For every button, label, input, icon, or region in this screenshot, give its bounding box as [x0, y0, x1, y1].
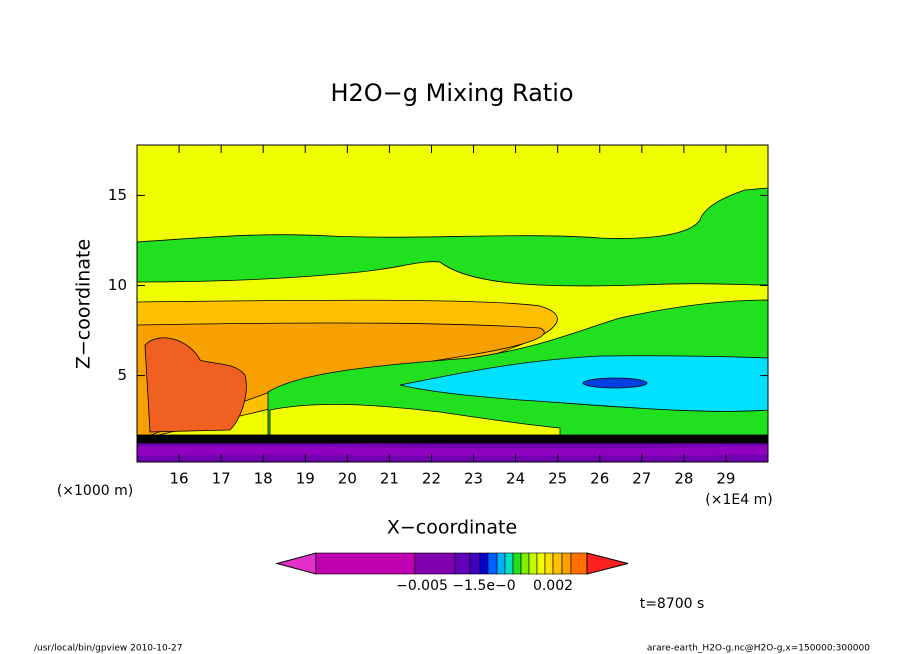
x-tick-label: 18	[254, 470, 273, 488]
y-unit: (×1000 m)	[57, 483, 133, 499]
x-tick-label: 24	[506, 470, 525, 488]
colorbar-swatch	[512, 552, 522, 575]
colorbar-swatch	[469, 552, 481, 575]
x-unit: (×1E4 m)	[705, 492, 772, 508]
colorbar-label: 0.002	[533, 578, 573, 594]
x-tick-label: 16	[170, 470, 189, 488]
x-tick-label: 26	[590, 470, 609, 488]
x-tick-label: 17	[212, 470, 231, 488]
x-tick-label: 29	[716, 470, 735, 488]
colorbar-swatch	[561, 552, 572, 575]
colorbar-label: −0.005	[396, 578, 448, 594]
colorbar-arrow	[586, 552, 629, 575]
x-tick-label: 27	[632, 470, 651, 488]
contour-field	[137, 145, 768, 462]
colorbar-swatch	[552, 552, 563, 575]
x-tick-label: 22	[422, 470, 441, 488]
x-tick-label: 25	[548, 470, 567, 488]
colorbar-swatch	[544, 552, 554, 575]
colorbar-swatch	[536, 552, 546, 575]
y-tick-label: 15	[108, 186, 127, 204]
x-tick-label: 21	[380, 470, 399, 488]
colorbar-swatch	[520, 552, 530, 575]
footer-right: arare-earth_H2O-g.nc@H2O-g,x=150000:3000…	[647, 644, 870, 654]
chart-title: H2O−g Mixing Ratio	[330, 79, 573, 107]
colorbar-swatch	[570, 552, 588, 575]
colorbar-swatch	[504, 552, 514, 575]
colorbar-swatch	[487, 552, 498, 575]
x-tick-label: 28	[674, 470, 693, 488]
time-label: t=8700 s	[640, 596, 705, 612]
plot-frame	[136, 144, 769, 463]
y-tick-label: 5	[117, 366, 127, 384]
x-axis-label: X−coordinate	[387, 517, 517, 539]
x-tick-label: 23	[464, 470, 483, 488]
x-tick-label: 20	[338, 470, 357, 488]
x-tick-label: 19	[296, 470, 315, 488]
colorbar-swatch	[454, 552, 471, 575]
colorbar	[275, 552, 629, 575]
colorbar-swatch	[528, 552, 538, 575]
colorbar-swatch	[479, 552, 489, 575]
colorbar-swatch	[315, 552, 416, 575]
colorbar-swatch	[414, 552, 456, 575]
colorbar-swatch	[496, 552, 506, 575]
colorbar-arrow	[275, 552, 317, 575]
colorbar-label: −1.5e−0	[452, 578, 515, 594]
y-axis-label: Z−coordinate	[73, 239, 95, 369]
footer-left: /usr/local/bin/gpview 2010-10-27	[34, 644, 182, 654]
y-tick-label: 10	[108, 276, 127, 294]
